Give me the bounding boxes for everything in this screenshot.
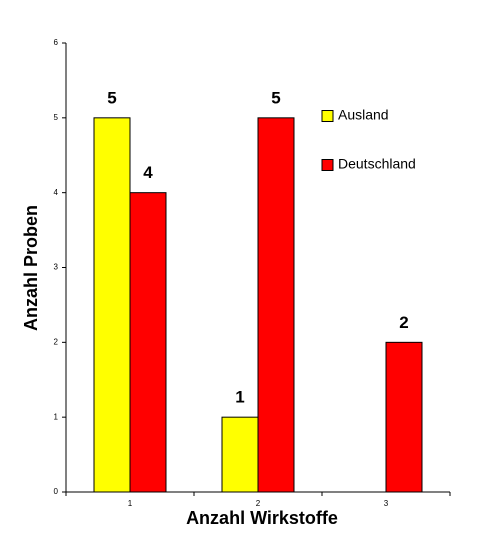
y-axis-title: Anzahl Proben [21, 205, 41, 331]
y-tick-label: 6 [54, 38, 59, 47]
y-tick-label: 0 [54, 487, 59, 496]
y-tick-label: 1 [54, 412, 59, 421]
bar [385, 341, 423, 493]
value-label: 1 [235, 388, 244, 407]
legend-swatch [321, 159, 334, 171]
y-tick-label: 2 [54, 337, 59, 346]
value-label: 4 [143, 163, 153, 182]
legend-swatch [321, 110, 334, 122]
bar [257, 117, 295, 493]
x-tick-label: 3 [384, 499, 389, 508]
y-tick-label: 3 [54, 263, 59, 272]
bar [129, 192, 167, 493]
y-tick-label: 5 [54, 113, 59, 122]
y-tick-label: 4 [54, 188, 59, 197]
legend-label: Deutschland [338, 156, 416, 172]
value-label: 2 [399, 313, 408, 332]
bar [221, 416, 259, 493]
x-tick-label: 1 [128, 499, 133, 508]
x-tick-label: 2 [256, 499, 261, 508]
bar [93, 117, 131, 493]
value-label: 5 [271, 88, 280, 107]
x-axis-title: Anzahl Wirkstoffe [186, 508, 338, 528]
legend-label: Ausland [338, 107, 389, 123]
value-label: 5 [107, 88, 116, 107]
